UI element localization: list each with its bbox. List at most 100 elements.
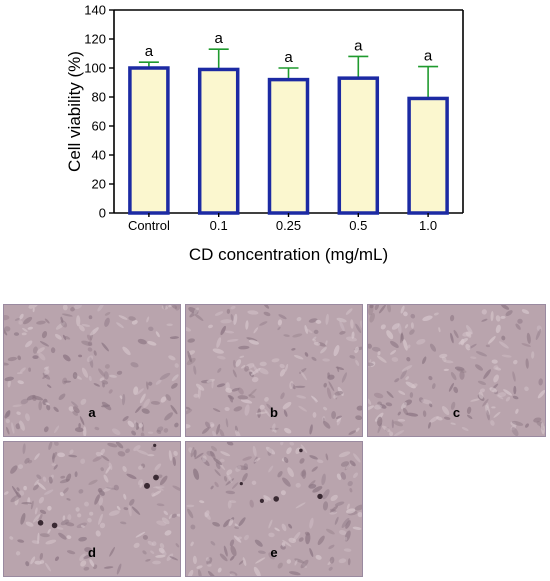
cell xyxy=(84,501,89,507)
cell xyxy=(225,387,233,393)
cell xyxy=(34,560,42,565)
cell xyxy=(390,350,397,355)
cell xyxy=(45,562,51,572)
cell xyxy=(466,414,473,419)
cell xyxy=(352,526,362,530)
cell xyxy=(188,307,199,314)
cell xyxy=(369,305,374,309)
cell xyxy=(341,372,347,383)
cell xyxy=(235,465,242,472)
cell xyxy=(104,317,110,327)
cell xyxy=(143,398,151,408)
cell xyxy=(254,539,263,547)
cell xyxy=(268,552,275,560)
cell xyxy=(505,310,513,317)
cell xyxy=(231,387,240,392)
cell xyxy=(93,383,101,387)
cell xyxy=(371,346,381,352)
cell xyxy=(45,402,50,406)
cell xyxy=(280,490,286,496)
cell xyxy=(241,472,248,482)
cell xyxy=(133,542,140,549)
cell xyxy=(325,313,329,325)
cell xyxy=(240,399,253,404)
cell xyxy=(394,378,400,383)
cell xyxy=(61,313,73,317)
cell xyxy=(139,393,146,404)
cell xyxy=(209,451,216,459)
cell xyxy=(75,507,80,512)
cell xyxy=(161,517,170,525)
cell xyxy=(483,369,491,379)
cell xyxy=(187,508,194,519)
cell xyxy=(52,452,55,463)
cell xyxy=(288,537,297,543)
cell xyxy=(531,351,535,359)
cell xyxy=(526,332,531,344)
cell xyxy=(66,535,72,540)
bar xyxy=(197,67,240,215)
cell xyxy=(264,408,271,418)
cell xyxy=(115,442,124,449)
cell xyxy=(226,308,231,314)
cell xyxy=(346,503,350,510)
cell xyxy=(32,396,37,401)
cell xyxy=(155,554,166,558)
cell xyxy=(171,513,178,518)
cell xyxy=(535,328,542,340)
cell xyxy=(354,504,362,511)
bar xyxy=(128,66,170,215)
cell xyxy=(400,332,403,344)
particle xyxy=(37,520,44,526)
cell xyxy=(379,404,387,409)
cell xyxy=(98,497,104,506)
cell xyxy=(249,499,254,508)
cell xyxy=(171,382,178,389)
particle xyxy=(153,474,159,481)
micrograph-texture xyxy=(4,305,180,436)
cell xyxy=(122,346,131,356)
cell xyxy=(70,306,76,312)
cell xyxy=(142,550,147,555)
cell xyxy=(436,416,443,421)
cell xyxy=(89,357,94,368)
cell xyxy=(317,459,324,464)
cell xyxy=(295,447,301,455)
cell xyxy=(217,367,222,373)
cell xyxy=(491,359,498,364)
cell xyxy=(439,353,448,359)
cell xyxy=(158,547,165,554)
cell xyxy=(118,315,128,320)
x-ticks: Control 0.1 0.25 0.5 1.0 xyxy=(128,213,437,233)
cell xyxy=(385,402,393,407)
cell xyxy=(95,530,101,537)
cell xyxy=(235,430,241,436)
cell xyxy=(512,371,516,382)
cell xyxy=(311,395,318,402)
cell xyxy=(515,323,521,330)
cell xyxy=(321,473,326,486)
cell xyxy=(14,317,20,321)
cell xyxy=(209,422,215,427)
chart-svg: 0 20 40 60 80 100 120 140 a a a a a Control 0.1 0.25 0… xyxy=(65,3,464,264)
cell xyxy=(281,542,286,547)
cell xyxy=(139,482,144,488)
cell xyxy=(225,478,235,486)
cell xyxy=(448,382,454,392)
cell xyxy=(374,404,382,410)
cell xyxy=(220,325,226,336)
cell xyxy=(116,563,122,575)
cell xyxy=(288,571,301,576)
cell xyxy=(346,508,356,514)
cell xyxy=(123,507,129,511)
cell xyxy=(511,427,519,436)
y-tick-label: 100 xyxy=(84,61,106,76)
panel-label: b xyxy=(270,405,278,420)
cell xyxy=(74,471,78,478)
cell xyxy=(15,551,21,556)
cell xyxy=(54,425,60,434)
cell xyxy=(103,566,114,569)
cell xyxy=(83,566,90,571)
cell xyxy=(278,314,287,320)
cell xyxy=(470,356,477,359)
